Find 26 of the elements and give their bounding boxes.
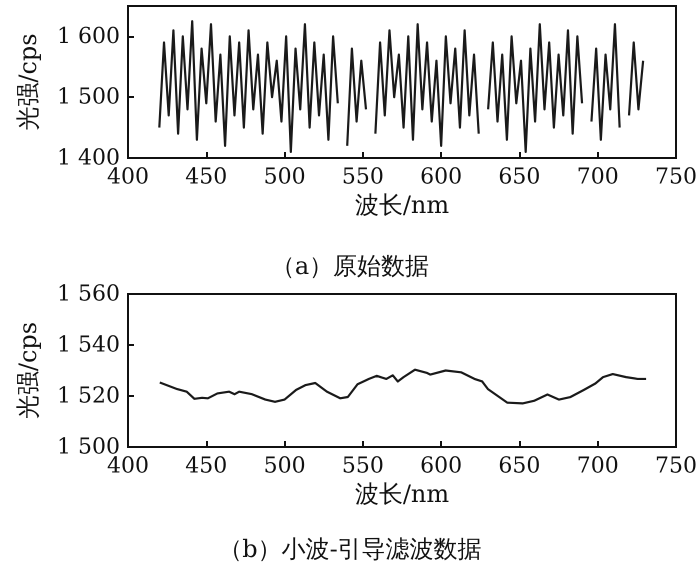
y-tick-label: 1 500 <box>57 84 120 110</box>
x-tick-label: 600 <box>420 164 462 190</box>
x-tick-label: 500 <box>264 454 306 478</box>
x-tick-label: 700 <box>576 454 619 478</box>
y-axis-title: 光强/cps <box>14 322 42 420</box>
x-axis-title: 波长/nm <box>354 190 450 219</box>
x-tick-label: 650 <box>498 164 540 190</box>
x-tick-label: 650 <box>498 454 540 478</box>
y-tick-label: 1 560 <box>57 282 120 306</box>
x-tick-label: 600 <box>420 454 462 478</box>
y-axis-title: 光强/cps <box>14 33 42 131</box>
x-tick-label: 500 <box>264 164 306 190</box>
x-axis-title: 波长/nm <box>354 480 450 508</box>
y-tick-label: 1 520 <box>57 384 120 408</box>
x-tick-label: 450 <box>185 164 228 190</box>
line-series <box>158 368 648 404</box>
text: （a）原始数据 <box>270 252 430 280</box>
x-tick-label: 750 <box>655 164 698 190</box>
x-tick-label: 550 <box>342 454 384 478</box>
x-tick-label: 450 <box>185 454 228 478</box>
y-tick-label: 1 540 <box>57 332 120 358</box>
x-tick-label: 550 <box>342 164 384 190</box>
text: （b）小波-引导滤波数据 <box>218 535 482 563</box>
y-tick-label: 1 600 <box>57 24 120 49</box>
x-tick-label: 750 <box>655 454 698 478</box>
x-tick-label: 700 <box>576 164 619 190</box>
